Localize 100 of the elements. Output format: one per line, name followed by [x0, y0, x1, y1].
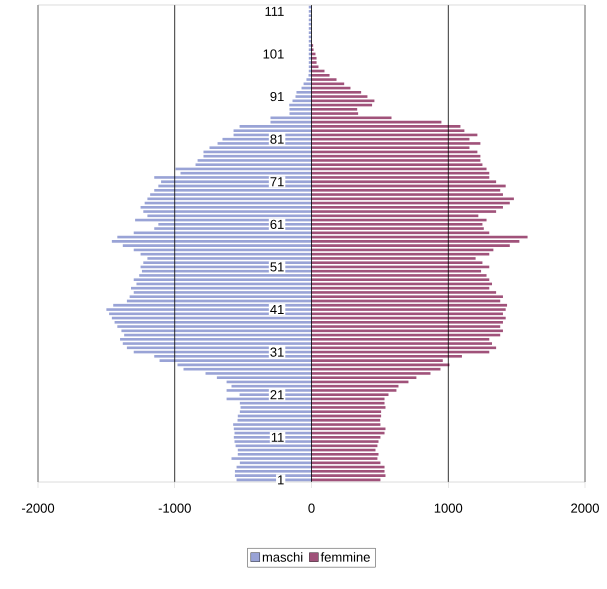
bar: [312, 418, 380, 422]
y-tick-label: 101: [264, 49, 284, 59]
bar: [312, 218, 487, 222]
bar: [312, 398, 385, 400]
x-tick-label: 2000: [571, 504, 599, 513]
bar: [160, 359, 312, 362]
bar: [238, 414, 312, 418]
bar: [236, 444, 312, 448]
bar: [143, 210, 312, 213]
bar: [120, 338, 312, 341]
bar: [203, 150, 312, 154]
bar: [312, 389, 396, 392]
bar: [112, 316, 312, 320]
bar: [312, 202, 510, 204]
bar: [289, 104, 312, 106]
bar: [312, 252, 490, 256]
bar: [130, 295, 312, 298]
bar: [234, 129, 312, 132]
bar: [312, 402, 385, 405]
bar: [312, 334, 500, 336]
bar: [312, 184, 506, 188]
x-tick-label: 0: [308, 504, 315, 513]
bar: [296, 90, 312, 94]
bar: [312, 142, 480, 145]
bar: [312, 406, 386, 409]
y-tick-label: 91: [270, 92, 284, 102]
bar: [234, 470, 312, 473]
legend-label: maschi: [262, 552, 302, 562]
bar: [140, 206, 312, 209]
bar: [312, 410, 382, 414]
bar: [184, 368, 312, 370]
bar: [240, 410, 312, 414]
bar: [312, 223, 482, 226]
bar: [312, 368, 440, 370]
bar: [312, 320, 503, 324]
bar: [312, 244, 510, 247]
bar: [150, 193, 312, 196]
bar: [312, 274, 487, 277]
legend-label: femmine: [320, 552, 370, 562]
bar: [240, 406, 312, 409]
bar: [312, 104, 372, 106]
bar: [312, 432, 385, 434]
y-tick-label: 61: [270, 220, 284, 229]
bar: [312, 159, 480, 162]
bar: [312, 116, 392, 120]
bar: [296, 95, 312, 98]
bar: [124, 334, 312, 336]
bar: [312, 466, 385, 468]
bar: [312, 474, 386, 477]
bar: [312, 350, 490, 354]
bar: [312, 364, 450, 366]
bar: [270, 116, 312, 120]
bar: [312, 440, 379, 443]
bar: [312, 282, 492, 286]
bar: [147, 197, 312, 200]
bar: [216, 376, 312, 379]
bar: [312, 125, 460, 128]
bar: [312, 448, 376, 452]
bar: [312, 329, 503, 332]
bar: [312, 436, 380, 439]
bar: [233, 423, 312, 426]
bar: [140, 252, 312, 256]
bar: [312, 308, 506, 311]
bar: [312, 427, 386, 430]
bar: [121, 329, 312, 332]
bar: [312, 470, 385, 473]
x-tick-label: -1000: [158, 504, 191, 513]
bar: [176, 168, 312, 170]
bar: [114, 320, 312, 324]
bar: [312, 134, 478, 136]
bar: [154, 176, 312, 179]
bar: [134, 278, 312, 282]
bar: [122, 244, 312, 247]
bar: [312, 232, 490, 234]
y-tick-label: 21: [270, 390, 284, 400]
bar: [144, 202, 312, 204]
bar: [312, 342, 492, 345]
bar: [312, 316, 506, 320]
bar: [312, 154, 480, 158]
bar: [312, 197, 514, 200]
y-tick-label: 41: [270, 305, 284, 314]
bar: [306, 78, 312, 81]
bar: [240, 125, 312, 128]
bar: [122, 342, 312, 345]
bar: [232, 457, 312, 460]
y-tick-label: 71: [270, 177, 284, 186]
bar: [312, 312, 503, 316]
y-tick-label: 111: [266, 6, 284, 16]
bar: [238, 448, 312, 452]
x-tick-label: 1000: [434, 504, 462, 513]
bar: [312, 61, 317, 64]
bar: [312, 163, 482, 166]
bar: [312, 457, 378, 460]
bar: [112, 240, 312, 243]
bar: [312, 278, 490, 282]
bar: [312, 236, 528, 238]
bar: [312, 172, 490, 175]
y-tick-label: 31: [270, 348, 284, 357]
y-tick-label: 11: [272, 432, 284, 442]
bar: [134, 232, 312, 234]
